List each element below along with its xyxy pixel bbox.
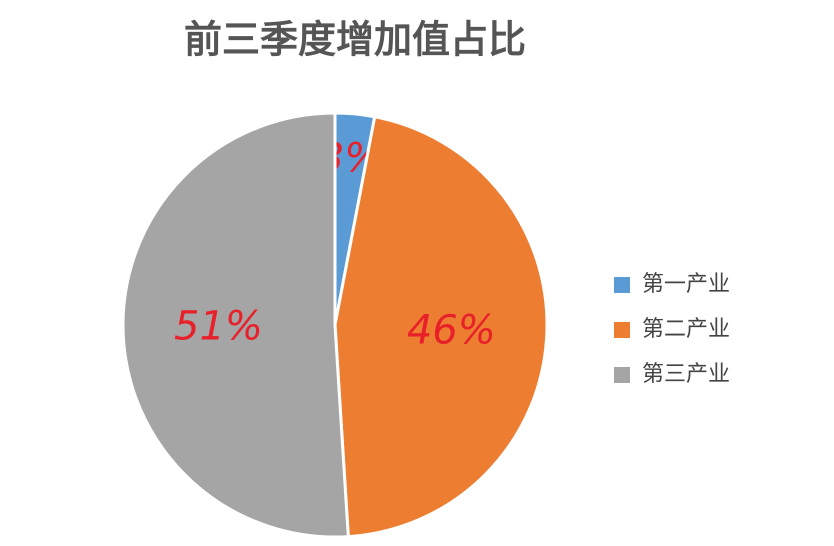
data-label: 46% bbox=[407, 307, 496, 353]
legend-label: 第三产业 bbox=[642, 362, 730, 387]
data-label: 51% bbox=[174, 304, 263, 350]
pie-slice bbox=[333, 114, 549, 539]
legend-label: 第二产业 bbox=[642, 317, 730, 342]
legend-label: 第一产业 bbox=[642, 272, 730, 297]
legend-swatch bbox=[614, 322, 630, 338]
legend-swatch bbox=[614, 367, 630, 383]
chart-title: 前三季度增加值占比 bbox=[184, 18, 526, 62]
pie-slice bbox=[121, 111, 350, 539]
legend-swatch bbox=[614, 277, 630, 293]
